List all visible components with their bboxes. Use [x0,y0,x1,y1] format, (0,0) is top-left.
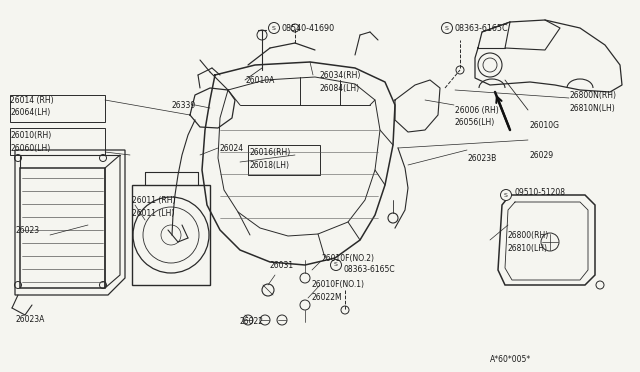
Text: 26023B: 26023B [468,154,497,163]
Text: 26810(LH): 26810(LH) [508,244,548,253]
Text: 26339: 26339 [172,100,196,109]
Text: A*60*005*: A*60*005* [490,356,531,365]
Text: 26060(LH): 26060(LH) [10,144,51,153]
Text: S: S [334,263,338,267]
Text: 26031: 26031 [270,260,294,269]
Text: 26010(RH): 26010(RH) [10,131,51,140]
Circle shape [442,22,452,33]
Circle shape [500,189,511,201]
Text: 26010A: 26010A [246,76,275,84]
Text: 26800(RH): 26800(RH) [508,231,549,240]
Text: 09510-51208: 09510-51208 [515,187,566,196]
Text: S: S [445,26,449,31]
Text: 08540-41690: 08540-41690 [282,23,335,32]
Text: 26024: 26024 [220,144,244,153]
Text: S: S [272,26,276,31]
Text: 26034(RH): 26034(RH) [320,71,362,80]
Text: 26014 (RH): 26014 (RH) [10,96,54,105]
Text: 26800N(RH): 26800N(RH) [570,90,617,99]
Text: 26006 (RH): 26006 (RH) [455,106,499,115]
Text: 26022: 26022 [240,317,264,327]
Text: 26011 (RH): 26011 (RH) [132,196,175,205]
Text: 26064(LH): 26064(LH) [10,108,51,116]
Text: 26023: 26023 [15,225,39,234]
Text: 08363-6165C: 08363-6165C [455,23,509,32]
Text: 26022M: 26022M [312,294,342,302]
Text: 26084(LH): 26084(LH) [320,83,360,93]
Text: 26018(LH): 26018(LH) [250,160,290,170]
Text: 26010F(NO.2): 26010F(NO.2) [322,253,375,263]
Text: 26010F(NO.1): 26010F(NO.1) [312,280,365,289]
Circle shape [269,22,280,33]
Text: 26029: 26029 [530,151,554,160]
Circle shape [330,260,342,270]
Text: 26011 (LH): 26011 (LH) [132,208,174,218]
Text: 26016(RH): 26016(RH) [250,148,291,157]
Text: 26023A: 26023A [15,315,44,324]
Text: S: S [504,192,508,198]
Text: 26810N(LH): 26810N(LH) [570,103,616,112]
Text: 08363-6165C: 08363-6165C [344,266,396,275]
Text: 26056(LH): 26056(LH) [455,118,495,126]
Text: 26010G: 26010G [530,121,560,129]
